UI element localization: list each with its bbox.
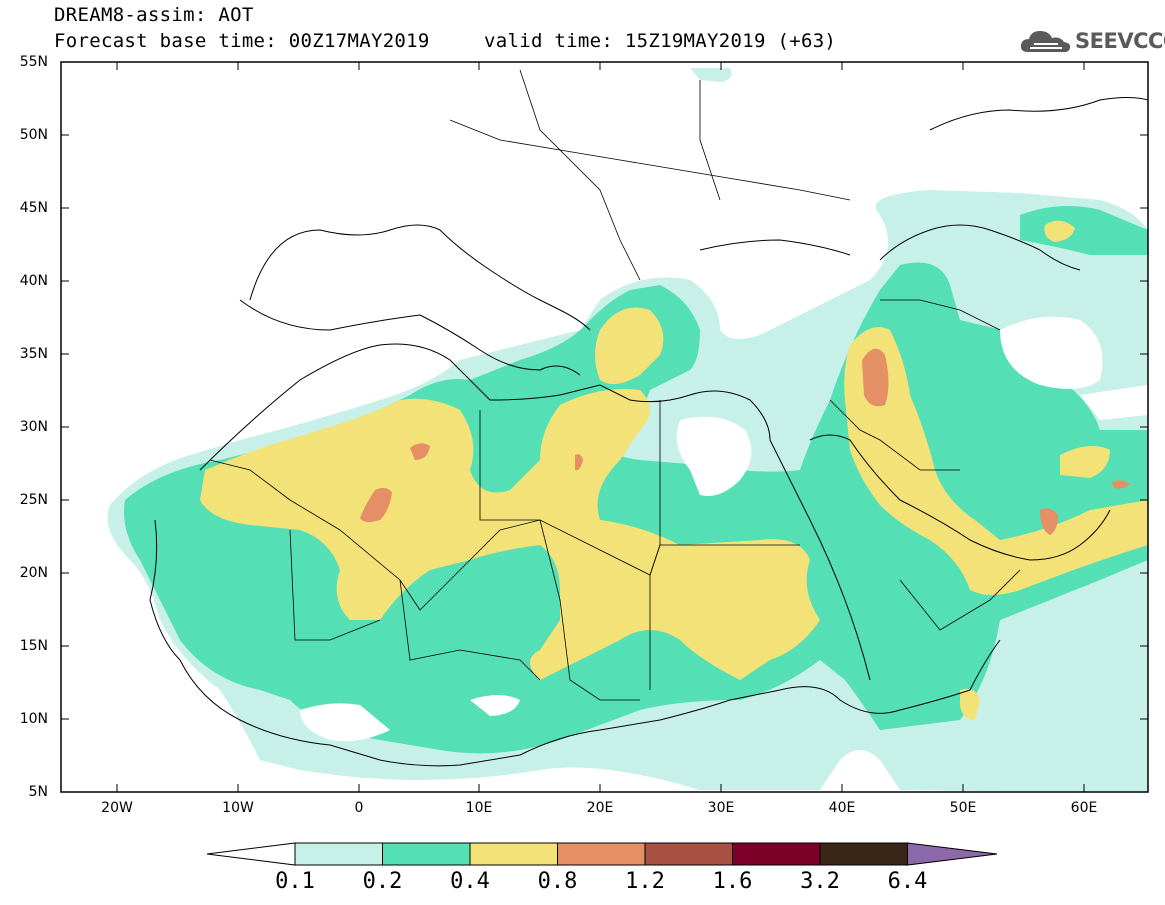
valid-time: valid time: 15Z19MAY2019 (+63) <box>484 30 837 52</box>
x-tick-label: 20E <box>586 800 614 816</box>
colorbar-label: 0.1 <box>275 869 315 894</box>
x-tick-label: 10W <box>222 800 254 816</box>
y-tick-label: 20N <box>19 565 48 581</box>
colorbar-label: 6.4 <box>887 869 928 894</box>
y-tick-label: 15N <box>19 638 48 654</box>
colorbar-label: 1.2 <box>625 869 665 894</box>
colorbar-label: 0.8 <box>537 869 578 894</box>
cloud-icon <box>1020 31 1071 53</box>
x-tick-label: 40E <box>828 800 856 816</box>
y-tick-label: 45N <box>19 200 48 216</box>
y-tick-label: 10N <box>19 711 48 727</box>
colorbar-label: 1.6 <box>712 869 753 894</box>
aot-level-0.8 <box>360 348 1130 535</box>
country-borders <box>209 69 1021 701</box>
x-tick-label: 30E <box>707 800 735 816</box>
seevccc-logo: SEEVCCC <box>1018 26 1165 60</box>
x-tick-label: 50E <box>949 800 977 816</box>
coastlines <box>149 97 1148 767</box>
map-title: DREAM8-assim: AOT <box>54 4 254 26</box>
aot-level-0.4 <box>200 220 1148 720</box>
y-tick-label: 50N <box>19 127 48 143</box>
clear-areas <box>300 316 1148 742</box>
colorbar-label: 0.4 <box>450 869 490 894</box>
logo-text: SEEVCCC <box>1075 29 1165 53</box>
y-tick-label: 40N <box>19 273 48 289</box>
y-tick-label: 30N <box>19 419 48 435</box>
y-tick-label: 55N <box>19 54 48 70</box>
colorbar-label: 0.2 <box>362 869 403 894</box>
axis-ticks <box>61 61 1148 793</box>
x-tick-label: 20W <box>101 800 133 816</box>
y-tick-label: 5N <box>28 784 48 800</box>
y-tick-label: 35N <box>19 346 48 362</box>
x-tick-label: 10E <box>465 800 493 816</box>
x-tick-label: 0 <box>354 800 364 816</box>
y-tick-label: 25N <box>19 492 48 508</box>
forecast-base-time: Forecast base time: 00Z17MAY2019 <box>54 30 430 52</box>
colorbar-label: 3.2 <box>800 869 840 894</box>
x-tick-label: 60E <box>1070 800 1098 816</box>
